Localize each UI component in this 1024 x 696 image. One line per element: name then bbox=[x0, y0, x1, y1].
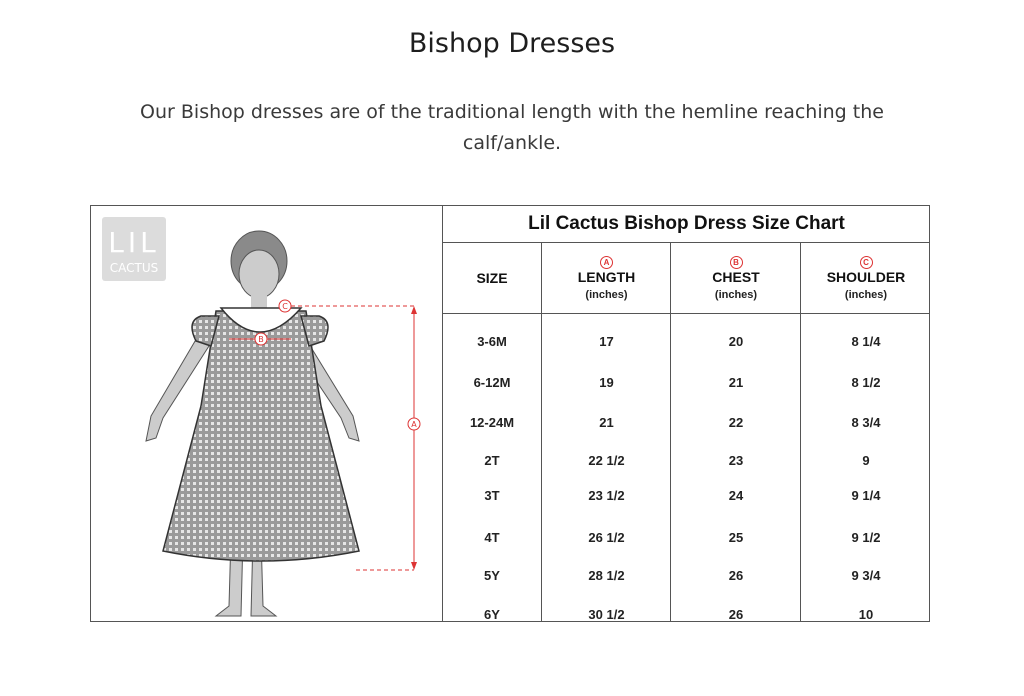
header-chest-label: CHEST bbox=[712, 269, 760, 285]
cell-size: 5Y bbox=[484, 568, 500, 583]
dress-illustration: LIL CACTUS bbox=[102, 217, 421, 617]
cell-chest: 22 bbox=[728, 415, 744, 430]
cell-chest: 20 bbox=[728, 334, 744, 349]
marker-c-icon: C bbox=[859, 256, 873, 269]
cell-size: 3-6M bbox=[477, 334, 507, 349]
measurement-markers bbox=[229, 299, 421, 571]
header-length-label: LENGTH bbox=[577, 269, 636, 285]
page-title: Bishop Dresses bbox=[408, 28, 616, 59]
cell-size: 12-24M bbox=[469, 415, 515, 430]
cell-length: 23 1/2 bbox=[588, 488, 625, 503]
header-chest: B CHEST (inches) bbox=[671, 242, 801, 314]
marker-b: B bbox=[258, 335, 264, 344]
size-chart-image: LIL CACTUS bbox=[90, 205, 930, 622]
header-size: SIZE bbox=[476, 270, 508, 286]
cell-size: 6Y bbox=[484, 607, 500, 622]
cell-length: 30 1/2 bbox=[588, 607, 625, 622]
header-shoulder: C SHOULDER (inches) bbox=[801, 242, 929, 314]
page-description: Our Bishop dresses are of the traditiona… bbox=[140, 101, 884, 154]
cell-length: 19 bbox=[599, 375, 614, 390]
cell-shoulder: 8 3/4 bbox=[851, 415, 881, 430]
cell-chest: 26 bbox=[728, 607, 744, 622]
cell-length: 28 1/2 bbox=[588, 568, 625, 583]
cell-shoulder: 9 1/2 bbox=[851, 530, 881, 545]
marker-c: C bbox=[282, 302, 288, 311]
cell-shoulder: 10 bbox=[858, 607, 874, 622]
cell-shoulder: 8 1/2 bbox=[851, 375, 881, 390]
size-table: Lil Cactus Bishop Dress Size Chart SIZE … bbox=[442, 206, 929, 622]
cell-size: 6-12M bbox=[473, 375, 511, 390]
cell-chest: 26 bbox=[728, 568, 744, 583]
svg-text:LIL: LIL bbox=[108, 226, 159, 259]
dress-diagram: LIL CACTUS bbox=[91, 206, 443, 622]
cell-length: 22 1/2 bbox=[588, 453, 625, 468]
header-length-unit: (inches) bbox=[585, 289, 628, 301]
cell-size: 4T bbox=[484, 530, 500, 545]
header-shoulder-label: SHOULDER bbox=[826, 269, 906, 285]
cell-size: 2T bbox=[484, 453, 500, 468]
svg-text:CACTUS: CACTUS bbox=[110, 261, 159, 275]
cell-length: 26 1/2 bbox=[588, 530, 625, 545]
cell-shoulder: 8 1/4 bbox=[851, 334, 881, 349]
header-length: A LENGTH (inches) bbox=[542, 242, 671, 314]
cell-size: 3T bbox=[484, 488, 500, 503]
cell-length: 17 bbox=[599, 334, 614, 349]
header-chest-unit: (inches) bbox=[714, 289, 758, 301]
cell-chest: 24 bbox=[728, 488, 744, 503]
size-chart-title: Lil Cactus Bishop Dress Size Chart bbox=[442, 206, 929, 243]
marker-a-icon: A bbox=[600, 256, 613, 269]
chart-bottom-border bbox=[90, 621, 930, 622]
marker-a: A bbox=[411, 420, 417, 429]
cell-shoulder: 9 3/4 bbox=[851, 568, 881, 583]
lil-cactus-logo: LIL CACTUS bbox=[102, 217, 166, 281]
cell-chest: 21 bbox=[728, 375, 744, 390]
cell-shoulder: 9 1/4 bbox=[851, 488, 881, 503]
table-header-row bbox=[442, 242, 929, 314]
cell-shoulder: 9 bbox=[862, 453, 870, 468]
cell-chest: 23 bbox=[728, 453, 744, 468]
header-shoulder-unit: (inches) bbox=[844, 289, 888, 301]
cell-length: 21 bbox=[599, 415, 614, 430]
marker-b-icon: B bbox=[729, 256, 743, 269]
cell-chest: 25 bbox=[728, 530, 744, 545]
